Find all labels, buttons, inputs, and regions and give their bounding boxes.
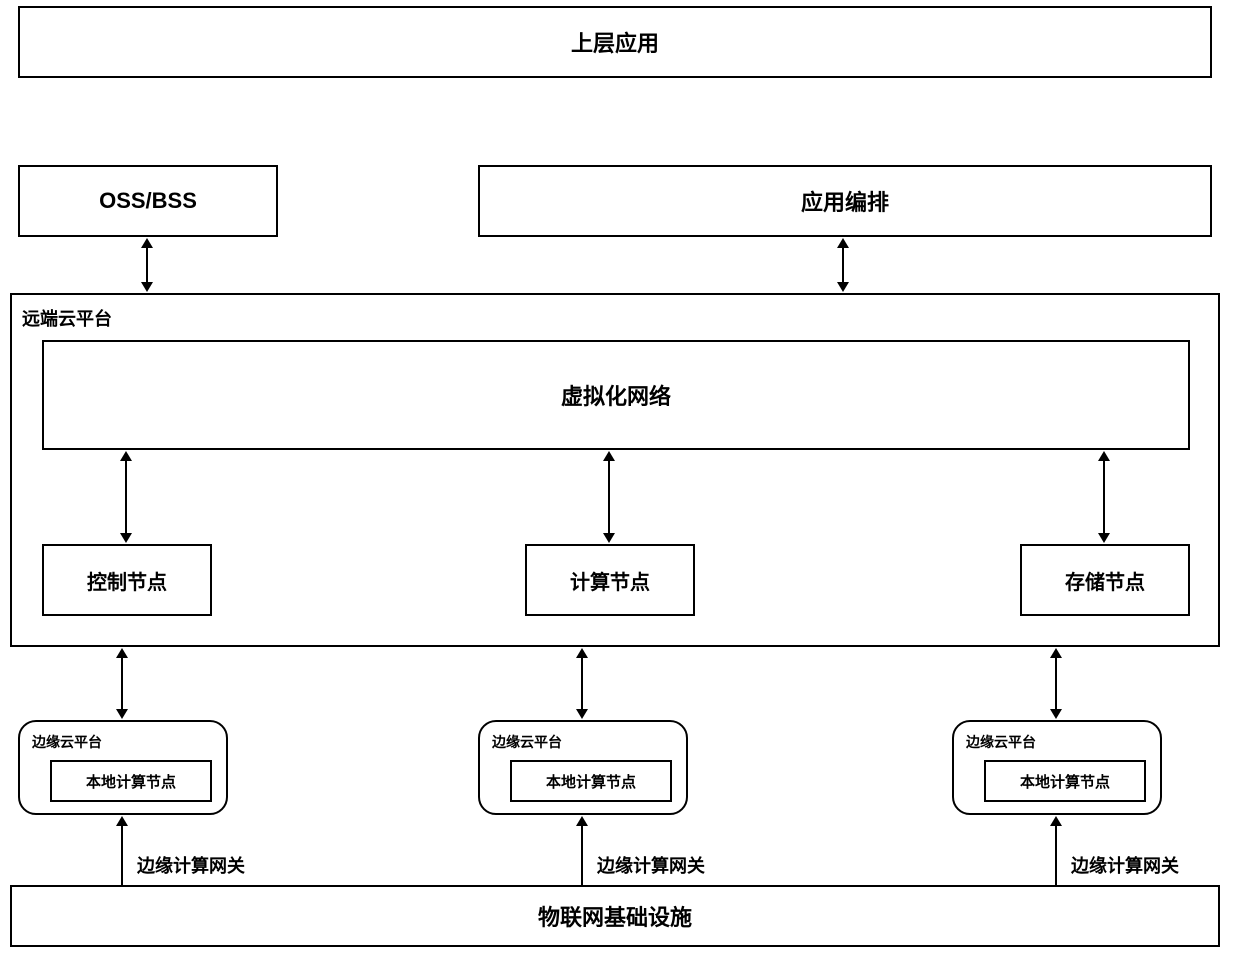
arrow-remote-edge3-up bbox=[1050, 648, 1062, 658]
arrow-iot-edge2 bbox=[581, 825, 583, 885]
arrow-oss-remote bbox=[146, 247, 148, 283]
edge-cloud-3-inner: 本地计算节点 bbox=[984, 760, 1146, 802]
edge-gateway-1-label: 边缘计算网关 bbox=[137, 852, 245, 878]
top-app-box: 上层应用 bbox=[18, 6, 1212, 78]
compute-node-label: 计算节点 bbox=[570, 566, 650, 595]
arrow-oss-remote-up bbox=[141, 238, 153, 248]
arrow-remote-edge1-down bbox=[116, 709, 128, 719]
arrow-vnet-compute-up bbox=[603, 451, 615, 461]
edge-cloud-3-inner-label: 本地计算节点 bbox=[1020, 771, 1110, 792]
edge-gateway-3-label: 边缘计算网关 bbox=[1071, 852, 1179, 878]
arrow-vnet-storage bbox=[1103, 460, 1105, 534]
edge-cloud-2-box: 边缘云平台 本地计算节点 bbox=[478, 720, 688, 815]
app-orch-box: 应用编排 bbox=[478, 165, 1212, 237]
arrow-remote-edge1-up bbox=[116, 648, 128, 658]
edge-cloud-1-inner-label: 本地计算节点 bbox=[86, 771, 176, 792]
arrow-remote-edge2-down bbox=[576, 709, 588, 719]
arrow-vnet-control-down bbox=[120, 533, 132, 543]
arrow-vnet-compute-down bbox=[603, 533, 615, 543]
arrow-vnet-storage-up bbox=[1098, 451, 1110, 461]
arrow-vnet-compute bbox=[608, 460, 610, 534]
arrow-remote-edge1 bbox=[121, 657, 123, 710]
arrow-remote-edge2-up bbox=[576, 648, 588, 658]
storage-node-label: 存储节点 bbox=[1065, 566, 1145, 595]
remote-cloud-label: 远端云平台 bbox=[22, 305, 112, 331]
arrow-vnet-control bbox=[125, 460, 127, 534]
virtual-net-label: 虚拟化网络 bbox=[561, 379, 671, 411]
storage-node-box: 存储节点 bbox=[1020, 544, 1190, 616]
edge-cloud-3-label: 边缘云平台 bbox=[966, 732, 1036, 752]
arrow-remote-edge3 bbox=[1055, 657, 1057, 710]
arrow-apporch-remote-up bbox=[837, 238, 849, 248]
arrow-apporch-remote bbox=[842, 247, 844, 283]
edge-cloud-2-inner-label: 本地计算节点 bbox=[546, 771, 636, 792]
edge-cloud-2-label: 边缘云平台 bbox=[492, 732, 562, 752]
arrow-vnet-storage-down bbox=[1098, 533, 1110, 543]
control-node-box: 控制节点 bbox=[42, 544, 212, 616]
oss-bss-box: OSS/BSS bbox=[18, 165, 278, 237]
edge-cloud-1-box: 边缘云平台 本地计算节点 bbox=[18, 720, 228, 815]
oss-bss-label: OSS/BSS bbox=[99, 188, 197, 214]
edge-cloud-1-inner: 本地计算节点 bbox=[50, 760, 212, 802]
edge-cloud-2-inner: 本地计算节点 bbox=[510, 760, 672, 802]
edge-gateway-2-label: 边缘计算网关 bbox=[597, 852, 705, 878]
iot-infra-box: 物联网基础设施 bbox=[10, 885, 1220, 947]
edge-cloud-1-label: 边缘云平台 bbox=[32, 732, 102, 752]
control-node-label: 控制节点 bbox=[87, 566, 167, 595]
arrow-iot-edge3 bbox=[1055, 825, 1057, 885]
iot-infra-label: 物联网基础设施 bbox=[538, 900, 692, 932]
top-app-label: 上层应用 bbox=[571, 26, 659, 58]
arrow-oss-remote-down bbox=[141, 282, 153, 292]
arrow-apporch-remote-down bbox=[837, 282, 849, 292]
app-orch-label: 应用编排 bbox=[801, 185, 889, 217]
arrow-iot-edge3-up bbox=[1050, 816, 1062, 826]
arrow-iot-edge2-up bbox=[576, 816, 588, 826]
arrow-iot-edge1 bbox=[121, 825, 123, 885]
compute-node-box: 计算节点 bbox=[525, 544, 695, 616]
arrow-remote-edge3-down bbox=[1050, 709, 1062, 719]
arrow-vnet-control-up bbox=[120, 451, 132, 461]
edge-cloud-3-box: 边缘云平台 本地计算节点 bbox=[952, 720, 1162, 815]
arrow-remote-edge2 bbox=[581, 657, 583, 710]
virtual-net-box: 虚拟化网络 bbox=[42, 340, 1190, 450]
arrow-iot-edge1-up bbox=[116, 816, 128, 826]
